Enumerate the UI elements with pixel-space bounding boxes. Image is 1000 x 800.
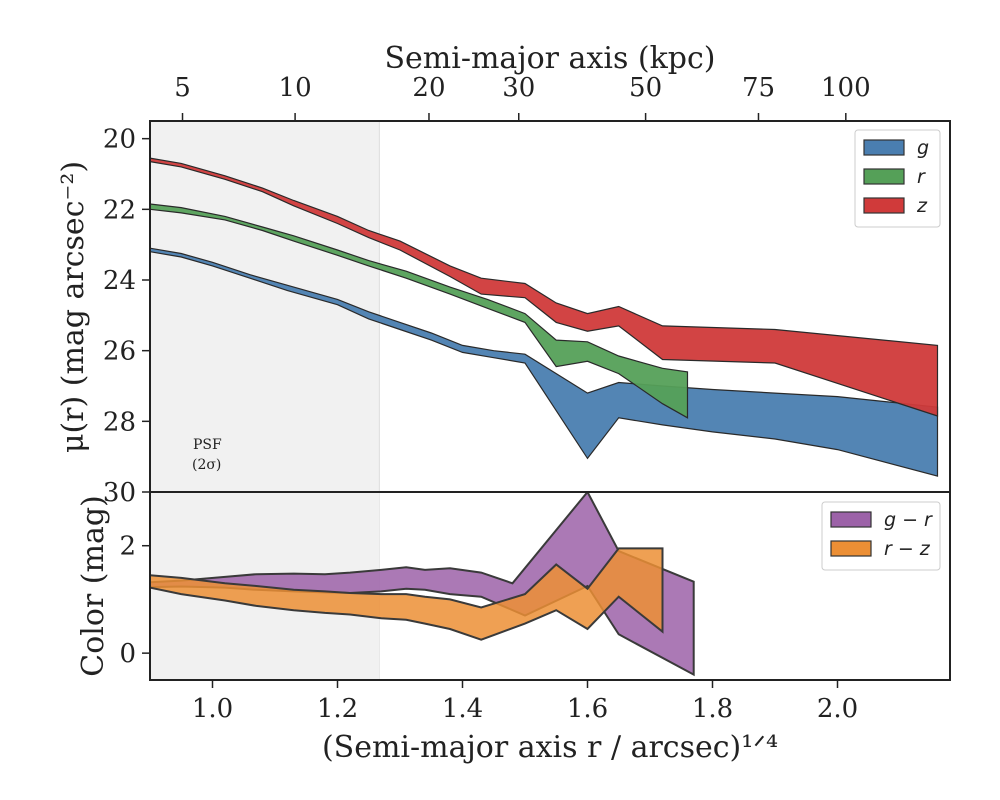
top-tick-label-5: 5 — [174, 73, 191, 103]
legend-label-r: r — [917, 166, 926, 188]
y-axis-title-surface-brightness: μ(r) (mag arcsec⁻²) — [56, 161, 91, 453]
top-tick-label-50: 50 — [629, 73, 662, 103]
bottom-legend: g − r r − z — [821, 501, 941, 571]
legend-swatch-r — [863, 168, 905, 185]
color-profile-panel: 1.0 1.2 1.4 1.6 1.8 2.0 0 2 g − r r − z — [119, 491, 951, 724]
legend-label-gr: g − r — [884, 509, 933, 531]
band-rz — [150, 547, 664, 641]
x-tick-label-1.0: 1.0 — [192, 694, 233, 724]
x-tick-label-2.0: 2.0 — [817, 694, 858, 724]
band-z — [150, 157, 939, 417]
bottom-axes-frame — [149, 491, 951, 681]
x-tick-label-1.2: 1.2 — [317, 694, 358, 724]
x-tick-label-1.4: 1.4 — [442, 694, 483, 724]
y-tick-label-28: 28 — [103, 407, 136, 437]
y-tick-label-26: 26 — [103, 337, 136, 367]
legend-swatch-g — [863, 139, 905, 156]
legend-label-z: z — [916, 195, 928, 217]
y-axis-title-color: Color (mag) — [76, 495, 111, 677]
top-tick-label-30: 30 — [502, 73, 535, 103]
legend-swatch-z — [863, 197, 905, 214]
x-tick-label-1.8: 1.8 — [692, 694, 733, 724]
legend-label-g: g — [917, 137, 929, 159]
x-tick-label-1.6: 1.6 — [567, 694, 608, 724]
top-tick-label-10: 10 — [279, 73, 312, 103]
top-tick-label-100: 100 — [821, 73, 871, 103]
color-y-tick-label-0: 0 — [119, 639, 136, 669]
top-tick-label-20: 20 — [412, 73, 445, 103]
y-tick-label-30: 30 — [103, 478, 136, 508]
top-legend: grz — [854, 129, 941, 228]
psf-label: PSF — [193, 437, 222, 453]
y-tick-label-24: 24 — [103, 266, 136, 296]
legend-swatch-rz — [830, 540, 872, 557]
surface-brightness-bands — [150, 157, 939, 477]
top-tick-label-75: 75 — [742, 73, 775, 103]
legend-label-rz: r − z — [884, 538, 931, 560]
x-axis-title: (Semi-major axis r / arcsec)¹ᐟ⁴ — [322, 730, 778, 765]
legend-swatch-gr — [830, 511, 872, 528]
psf-sigma-label: (2σ) — [192, 457, 221, 473]
y-tick-label-22: 22 — [103, 195, 136, 225]
y-tick-label-20: 20 — [103, 125, 136, 155]
band-r — [150, 203, 689, 419]
color-y-tick-label-2: 2 — [119, 532, 136, 562]
band-g — [150, 247, 939, 477]
top-axis-title: Semi-major axis (kpc) — [385, 41, 716, 76]
color-bands — [150, 492, 695, 677]
